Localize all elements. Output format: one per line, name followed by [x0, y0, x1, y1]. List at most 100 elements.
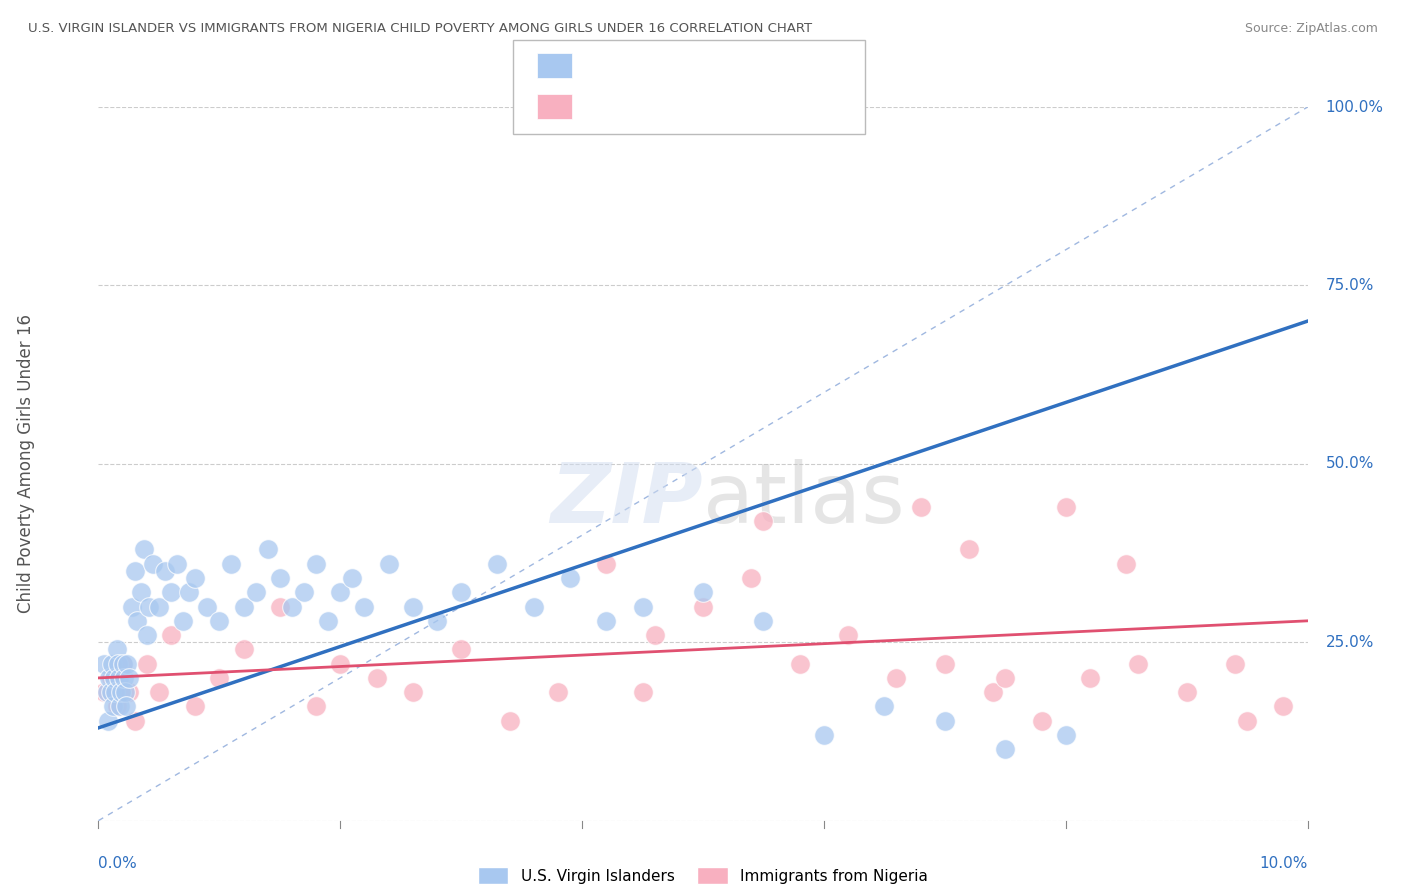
Point — [100, 657, 122, 671]
Point — [402, 685, 425, 699]
Point — [124, 714, 146, 728]
Point — [138, 599, 160, 614]
Point — [692, 585, 714, 599]
Text: 25.0%: 25.0% — [1326, 635, 1374, 649]
Point — [981, 685, 1004, 699]
Point — [184, 571, 207, 585]
Point — [111, 657, 134, 671]
Point — [450, 585, 472, 599]
Point — [96, 685, 118, 699]
Text: 75.0%: 75.0% — [1326, 278, 1374, 293]
Text: ZIP: ZIP — [550, 459, 703, 540]
Point — [100, 685, 122, 699]
Text: 0.0%: 0.0% — [98, 856, 138, 871]
Text: R =: R = — [583, 56, 620, 74]
Point — [281, 599, 304, 614]
Point — [402, 599, 425, 614]
Point — [631, 685, 654, 699]
Point — [129, 585, 152, 599]
Text: 100.0%: 100.0% — [1326, 100, 1384, 114]
Point — [98, 671, 121, 685]
Point — [1236, 714, 1258, 728]
Point — [305, 557, 328, 571]
Point — [292, 585, 315, 599]
Point — [93, 657, 115, 671]
Point — [160, 628, 183, 642]
Point — [118, 685, 141, 699]
Point — [269, 599, 291, 614]
Point — [934, 657, 956, 671]
Text: 0.179: 0.179 — [626, 97, 678, 115]
Point — [329, 585, 352, 599]
Point — [752, 514, 775, 528]
Point — [208, 614, 231, 628]
Point — [221, 557, 243, 571]
Point — [208, 671, 231, 685]
Point — [837, 628, 859, 642]
Text: U.S. VIRGIN ISLANDER VS IMMIGRANTS FROM NIGERIA CHILD POVERTY AMONG GIRLS UNDER : U.S. VIRGIN ISLANDER VS IMMIGRANTS FROM … — [28, 22, 813, 36]
Point — [1031, 714, 1053, 728]
Text: 0.501: 0.501 — [626, 56, 678, 74]
Text: atlas: atlas — [703, 459, 904, 540]
Point — [127, 614, 149, 628]
Point — [135, 628, 157, 642]
Point — [101, 699, 124, 714]
Point — [644, 628, 666, 642]
Point — [121, 599, 143, 614]
Point — [1223, 657, 1246, 671]
Point — [692, 599, 714, 614]
Point — [117, 657, 139, 671]
Point — [1115, 557, 1137, 571]
Point — [166, 557, 188, 571]
Point — [256, 542, 278, 557]
Point — [1175, 685, 1198, 699]
Point — [523, 599, 546, 614]
Point — [1128, 657, 1150, 671]
Point — [316, 614, 339, 628]
Point — [100, 671, 122, 685]
Point — [232, 599, 254, 614]
Point — [498, 714, 520, 728]
Text: Source: ZipAtlas.com: Source: ZipAtlas.com — [1244, 22, 1378, 36]
Point — [232, 642, 254, 657]
Point — [631, 599, 654, 614]
Point — [1054, 500, 1077, 514]
Point — [1272, 699, 1295, 714]
Point — [135, 657, 157, 671]
Point — [789, 657, 811, 671]
Text: 10.0%: 10.0% — [1260, 856, 1308, 871]
Point — [740, 571, 762, 585]
Point — [342, 571, 364, 585]
Point — [104, 685, 127, 699]
Point — [160, 585, 183, 599]
Text: 43: 43 — [735, 97, 759, 115]
Point — [752, 614, 775, 628]
Point — [269, 571, 291, 585]
Point — [148, 599, 170, 614]
Point — [329, 657, 352, 671]
Point — [366, 671, 388, 685]
Point — [124, 564, 146, 578]
Text: 65: 65 — [735, 56, 758, 74]
Point — [179, 585, 201, 599]
Point — [97, 714, 120, 728]
Point — [112, 671, 135, 685]
Text: R =: R = — [583, 97, 620, 115]
Point — [450, 642, 472, 657]
Point — [105, 642, 128, 657]
Point — [148, 685, 170, 699]
Point — [172, 614, 194, 628]
Point — [118, 671, 141, 685]
Point — [245, 585, 267, 599]
Point — [910, 500, 932, 514]
Point — [886, 671, 908, 685]
Point — [558, 571, 581, 585]
Point — [1078, 671, 1101, 685]
Point — [994, 671, 1017, 685]
Point — [486, 557, 509, 571]
Point — [110, 685, 132, 699]
Point — [195, 599, 218, 614]
Point — [595, 557, 617, 571]
Point — [994, 742, 1017, 756]
Point — [934, 714, 956, 728]
